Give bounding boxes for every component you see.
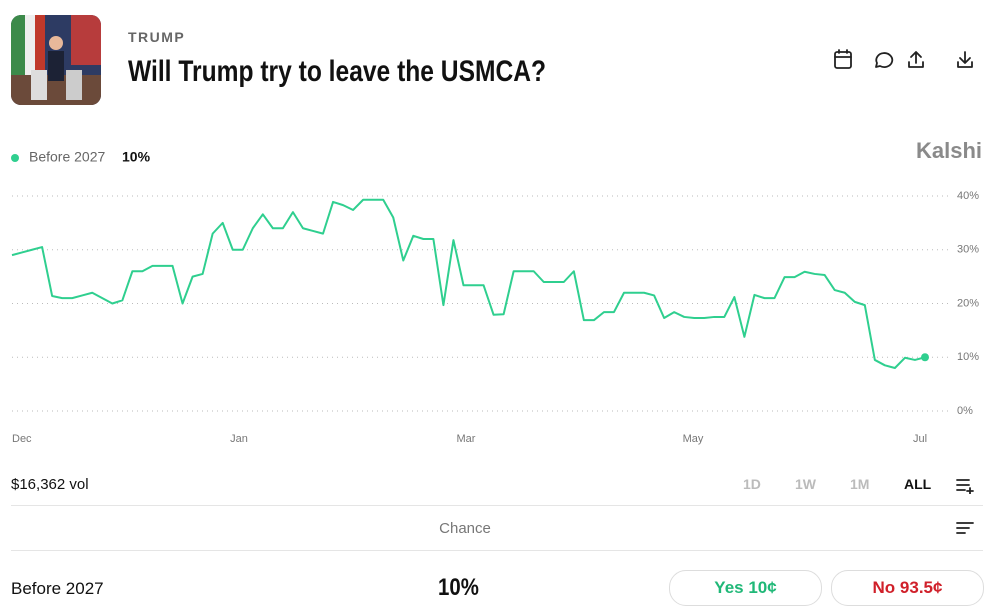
title: Will Trump try to leave the USMCA? [128, 55, 547, 88]
options-icon[interactable] [955, 476, 977, 494]
y-tick-label: 20% [957, 297, 979, 309]
toolbar[interactable] [830, 48, 980, 74]
x-tick-label: Jul [913, 433, 927, 445]
divider [11, 550, 983, 551]
no-button[interactable]: No 93.5¢ [831, 570, 984, 606]
range-tab[interactable]: 1D [743, 476, 761, 492]
legend-label: Before 2027 [29, 149, 105, 165]
y-tick-label: 40% [957, 190, 979, 202]
x-tick-label: Mar [457, 433, 476, 445]
x-tick-label: May [683, 433, 704, 445]
outcome-name: Before 2027 [11, 579, 104, 598]
range-tab[interactable]: 1W [795, 476, 816, 492]
yes-button[interactable]: Yes 10¢ [669, 570, 822, 606]
divider [11, 505, 983, 506]
column-header: Chance [439, 520, 491, 537]
volume: $16,362 vol [11, 476, 89, 493]
y-tick-label: 10% [957, 351, 979, 363]
y-tick-label: 30% [957, 244, 979, 256]
legend-marker [11, 154, 19, 162]
outcome-chance: 10% [438, 574, 479, 601]
x-tick-label: Jan [230, 433, 248, 445]
sort-icon[interactable] [955, 520, 977, 536]
category: TRUMP [128, 29, 186, 45]
x-tick-label: Dec [12, 433, 32, 445]
brand: Kalshi [916, 140, 982, 163]
range-tab[interactable]: ALL [904, 476, 932, 492]
chart: Before 2027 10% Kalshi 0% 10% 20% 30% 40% Dec… [11, 140, 982, 445]
thumbnail [11, 15, 101, 105]
legend-value: 10% [122, 149, 151, 165]
y-tick-label: 0% [957, 405, 973, 417]
line [11, 198, 926, 369]
range-tab[interactable]: 1M [850, 476, 870, 492]
end-point [921, 353, 929, 362]
